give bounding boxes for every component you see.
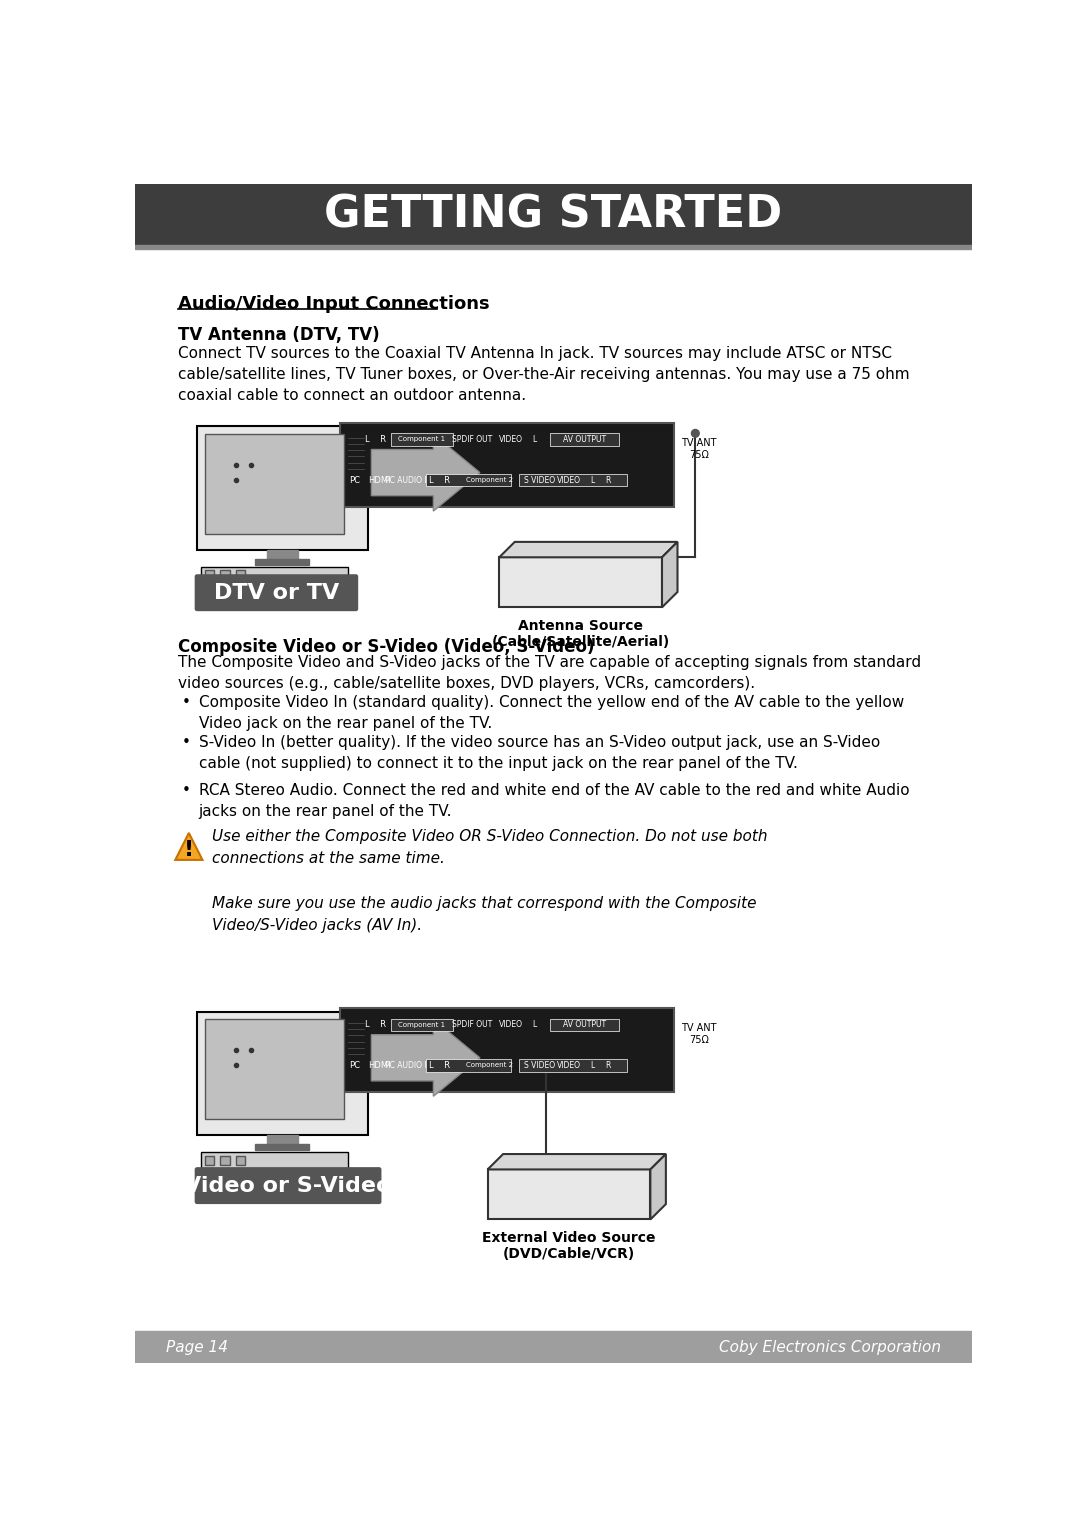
Text: !: !	[184, 841, 194, 861]
Text: L    R: L R	[365, 1020, 386, 1030]
Text: SPDIF OUT: SPDIF OUT	[453, 1020, 492, 1030]
Bar	[197, 426, 367, 550]
Text: Video or S-Video: Video or S-Video	[185, 1175, 392, 1195]
Bar	[220, 1155, 230, 1164]
Text: R: R	[605, 1062, 610, 1069]
Bar	[205, 570, 214, 579]
Text: L: L	[590, 476, 594, 484]
Text: Connect TV sources to the Coaxial TV Antenna In jack. TV sources may include ATS: Connect TV sources to the Coaxial TV Ant…	[177, 346, 909, 403]
Bar	[391, 1019, 453, 1031]
Text: Component 2: Component 2	[465, 1063, 513, 1068]
Text: VIDEO: VIDEO	[499, 1020, 523, 1030]
Bar	[255, 559, 309, 565]
Text: R: R	[605, 476, 610, 484]
Bar	[426, 1059, 511, 1072]
Bar	[550, 434, 619, 446]
Text: L    R: L R	[429, 476, 450, 484]
Text: L    R: L R	[429, 1062, 450, 1069]
Bar	[205, 1155, 214, 1164]
Polygon shape	[372, 1019, 480, 1097]
Bar	[518, 1059, 627, 1072]
Text: Composite Video or S-Video (Video, S-Video): Composite Video or S-Video (Video, S-Vid…	[177, 639, 594, 656]
Bar	[518, 473, 627, 487]
Text: AV OUTPUT: AV OUTPUT	[563, 435, 606, 444]
Text: L    R: L R	[365, 435, 386, 444]
Text: Composite Video In (standard quality). Connect the yellow end of the AV cable to: Composite Video In (standard quality). C…	[199, 696, 904, 731]
Bar	[135, 184, 972, 245]
Text: PC: PC	[349, 1062, 360, 1069]
Text: PC: PC	[349, 476, 360, 484]
Bar	[391, 434, 453, 446]
Polygon shape	[662, 542, 677, 607]
Text: Component 1: Component 1	[399, 1022, 445, 1028]
Text: TV ANT
75Ω: TV ANT 75Ω	[681, 1023, 717, 1045]
Bar	[255, 1144, 309, 1151]
Bar	[201, 1152, 348, 1170]
Text: L: L	[532, 435, 537, 444]
Polygon shape	[372, 434, 480, 512]
Text: L: L	[532, 1020, 537, 1030]
Polygon shape	[175, 833, 202, 859]
Bar	[340, 1008, 674, 1092]
Text: •: •	[181, 783, 190, 798]
Bar	[135, 245, 972, 250]
Bar	[220, 570, 230, 579]
Text: PC AUDIO IN: PC AUDIO IN	[384, 476, 432, 484]
Text: HDMI: HDMI	[368, 1062, 391, 1069]
Bar	[197, 1011, 367, 1135]
Bar	[488, 1169, 650, 1219]
Bar	[205, 434, 345, 535]
Bar	[550, 1019, 619, 1031]
Bar	[235, 570, 245, 579]
Bar	[267, 1135, 298, 1144]
Text: Antenna Source
(Cable/Satellite/Aerial): Antenna Source (Cable/Satellite/Aerial)	[491, 619, 670, 650]
Text: L: L	[590, 1062, 594, 1069]
Text: S-Video In (better quality). If the video source has an S-Video output jack, use: S-Video In (better quality). If the vide…	[199, 735, 880, 771]
Text: VIDEO: VIDEO	[499, 435, 523, 444]
Polygon shape	[650, 1154, 666, 1219]
Text: External Video Source
(DVD/Cable/VCR): External Video Source (DVD/Cable/VCR)	[483, 1232, 656, 1261]
Text: Coby Electronics Corporation: Coby Electronics Corporation	[719, 1340, 941, 1354]
Bar	[235, 1155, 245, 1164]
Text: PC AUDIO IN: PC AUDIO IN	[384, 1062, 432, 1069]
Text: TV Antenna (DTV, TV): TV Antenna (DTV, TV)	[177, 326, 379, 345]
FancyBboxPatch shape	[194, 1167, 381, 1204]
Text: Use either the Composite Video OR S-Video Connection. Do not use both
connection: Use either the Composite Video OR S-Vide…	[213, 829, 768, 933]
Text: TV ANT
75Ω: TV ANT 75Ω	[681, 438, 717, 460]
Bar	[135, 1331, 972, 1363]
Text: The Composite Video and S-Video jacks of the TV are capable of accepting signals: The Composite Video and S-Video jacks of…	[177, 656, 921, 691]
Text: SPDIF OUT: SPDIF OUT	[453, 435, 492, 444]
Text: VIDEO: VIDEO	[557, 1062, 581, 1069]
Text: Audio/Video Input Connections: Audio/Video Input Connections	[177, 296, 489, 314]
Text: HDMI: HDMI	[368, 476, 391, 484]
Text: Component 1: Component 1	[399, 437, 445, 443]
Text: VIDEO: VIDEO	[557, 476, 581, 484]
Bar	[340, 423, 674, 507]
Text: Component 2: Component 2	[465, 478, 513, 483]
FancyBboxPatch shape	[194, 574, 359, 611]
Text: Page 14: Page 14	[166, 1340, 228, 1354]
Bar	[499, 558, 662, 607]
Bar	[267, 550, 298, 559]
Text: S VIDEO: S VIDEO	[524, 1062, 555, 1069]
Text: GETTING STARTED: GETTING STARTED	[324, 193, 783, 236]
Bar	[426, 473, 511, 487]
Text: S VIDEO: S VIDEO	[524, 476, 555, 484]
Text: AV OUTPUT: AV OUTPUT	[563, 1020, 606, 1030]
Polygon shape	[499, 542, 677, 558]
Text: •: •	[181, 735, 190, 751]
Text: •: •	[181, 696, 190, 711]
Polygon shape	[488, 1154, 666, 1169]
Text: RCA Stereo Audio. Connect the red and white end of the AV cable to the red and w: RCA Stereo Audio. Connect the red and wh…	[199, 783, 909, 820]
Circle shape	[691, 429, 699, 437]
Bar	[205, 1019, 345, 1120]
Text: DTV or TV: DTV or TV	[214, 582, 339, 602]
Bar	[201, 567, 348, 585]
